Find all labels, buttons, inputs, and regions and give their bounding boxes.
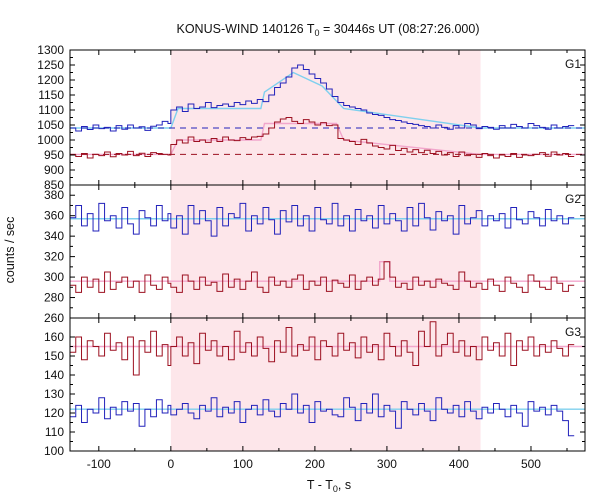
- y-tick-label: 340: [44, 229, 64, 243]
- x-tick-label: 400: [449, 457, 469, 471]
- y-tick-label: 900: [44, 163, 64, 177]
- y-tick-label: 320: [44, 250, 64, 264]
- x-tick-label: -100: [87, 457, 111, 471]
- x-tick-label: 200: [305, 457, 325, 471]
- y-tick-label: 140: [44, 368, 64, 382]
- y-tick-label: 380: [44, 188, 64, 202]
- fit-curve-blue: [70, 71, 585, 129]
- burst-interval-band: [170, 185, 481, 318]
- y-axis-label: counts / sec: [3, 217, 17, 284]
- x-axis-label: T - T0, s: [307, 478, 351, 494]
- burst-interval-band: [170, 318, 481, 451]
- y-tick-label: 360: [44, 209, 64, 223]
- y-tick-label: 950: [44, 148, 64, 162]
- lightcurve-red: [70, 117, 575, 159]
- y-tick-label: 110: [45, 425, 64, 439]
- plot-layer: 8509009501000105011001150120012501300G12…: [37, 43, 586, 471]
- y-tick-label: 1250: [37, 58, 64, 72]
- y-tick-label: 280: [44, 291, 64, 305]
- panel-label: G1: [565, 57, 581, 71]
- y-tick-label: 300: [44, 270, 64, 284]
- panel-label: G2: [565, 192, 581, 206]
- y-tick-label: 1150: [38, 88, 64, 102]
- panel-g3: 100 110 120 130 140 150 160 G3: [44, 317, 586, 458]
- lightcurve-red: [70, 261, 575, 293]
- chart-title: KONUS-WIND 140126 T0 = 30446s UT (08:27:…: [177, 22, 480, 38]
- y-tick-label: 1100: [38, 103, 64, 117]
- panel-g2: 260 280 300 320 340 360 380 G2: [44, 184, 586, 325]
- y-tick-label: 850: [44, 178, 64, 192]
- y-tick-label: 150: [44, 349, 64, 363]
- lightcurve-blue: [70, 202, 575, 237]
- x-tick-label: 0: [167, 457, 174, 471]
- y-tick-label: 1000: [37, 133, 64, 147]
- burst-interval-band: [170, 50, 481, 185]
- panel-label: G3: [565, 325, 581, 339]
- x-tick-label: 100: [233, 457, 253, 471]
- fit-curve-red: [70, 122, 585, 156]
- lightcurve-blue: [70, 64, 575, 132]
- y-tick-label: 1200: [37, 73, 64, 87]
- y-tick-label: 100: [44, 444, 64, 458]
- y-tick-label: 260: [44, 311, 64, 325]
- lightcurve-red: [70, 321, 575, 376]
- y-tick-label: 1050: [37, 118, 64, 132]
- x-tick-label: 300: [377, 457, 397, 471]
- lightcurve-blue: [70, 393, 575, 437]
- y-tick-label: 1300: [37, 43, 64, 57]
- y-tick-label: 130: [44, 387, 64, 401]
- y-tick-label: 120: [44, 406, 64, 420]
- y-tick-label: 160: [44, 330, 64, 344]
- x-tick-label: 500: [521, 457, 541, 471]
